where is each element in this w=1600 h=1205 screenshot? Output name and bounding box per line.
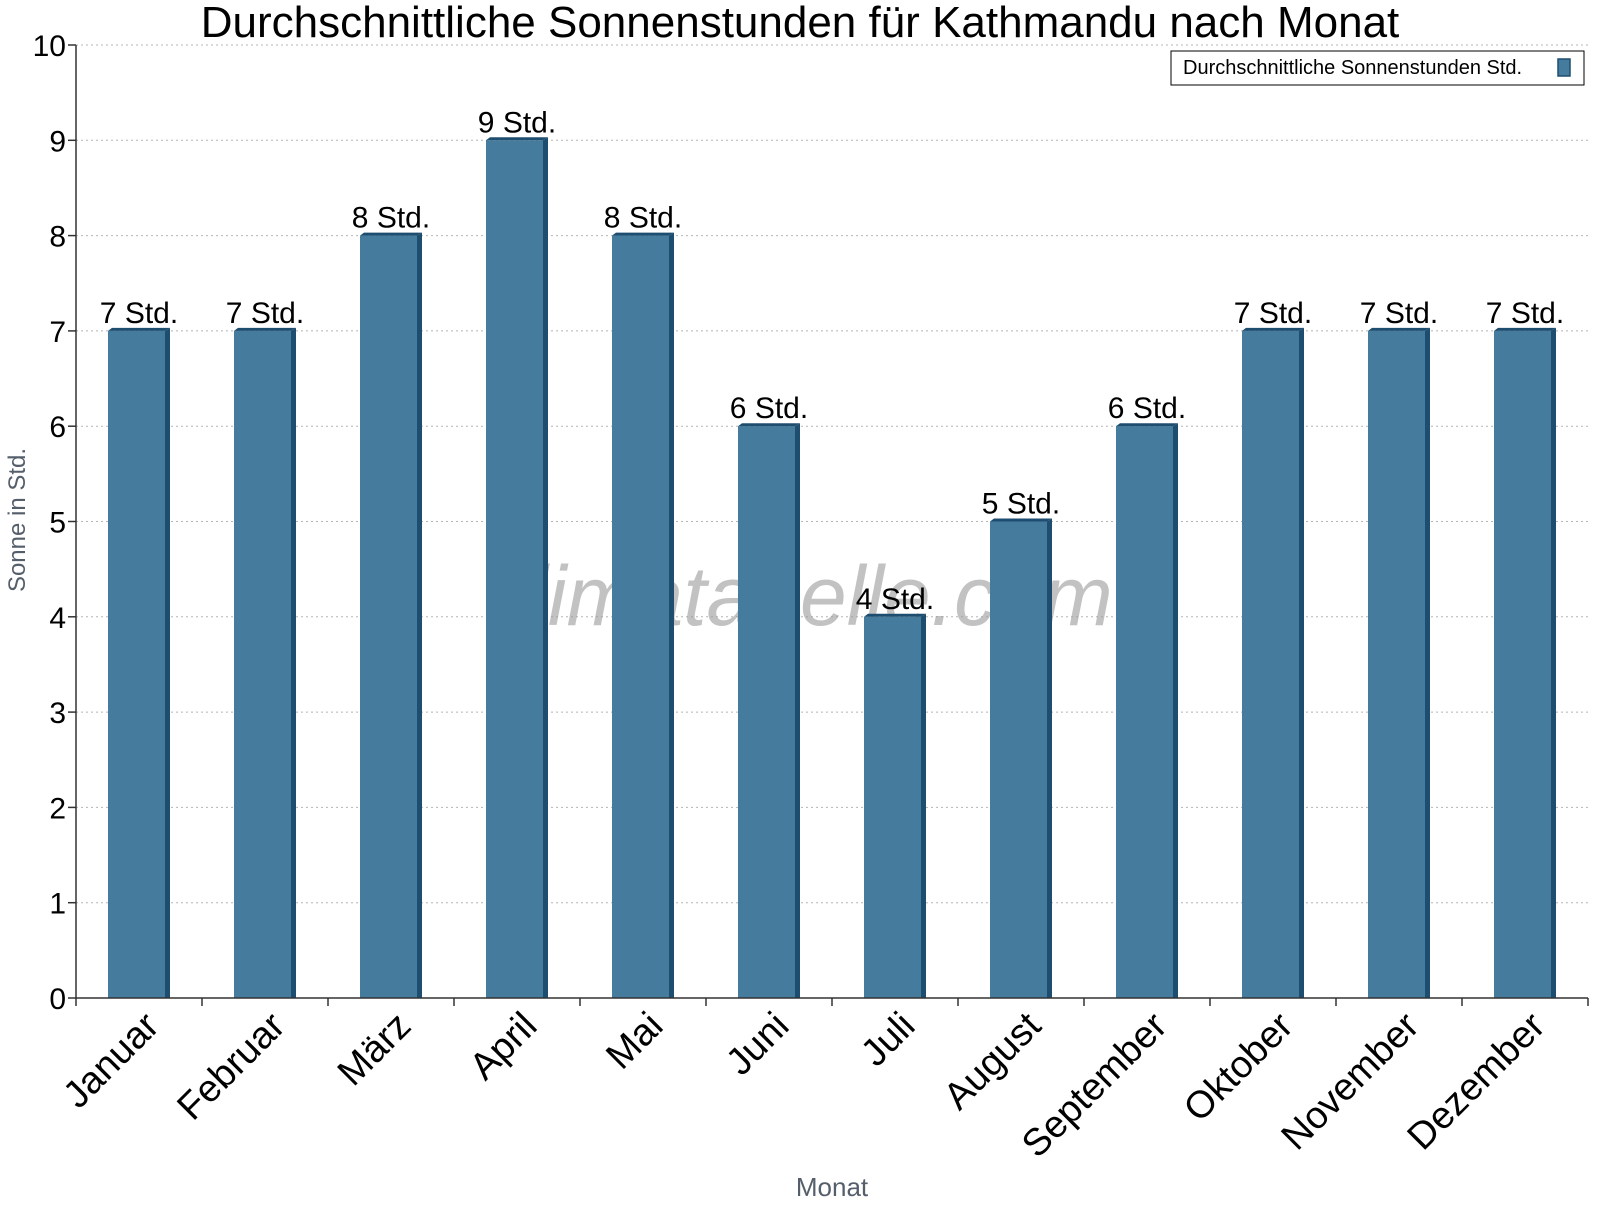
y-tick-label: 1 bbox=[49, 888, 66, 921]
bar-mai bbox=[612, 232, 674, 999]
bar-face bbox=[738, 426, 795, 998]
bar-side bbox=[1299, 327, 1304, 998]
bar-juli bbox=[864, 613, 926, 998]
grid-lines bbox=[76, 44, 1588, 904]
x-tick-label: Juni bbox=[718, 1005, 797, 1084]
bar-value-label: 8 Std. bbox=[604, 202, 682, 235]
y-tick-label: 2 bbox=[49, 792, 66, 825]
x-tick-label: Mai bbox=[598, 1005, 671, 1078]
bar-dezember bbox=[1494, 327, 1556, 998]
bar-top bbox=[360, 232, 422, 236]
bar-top bbox=[1116, 423, 1178, 427]
bar-side bbox=[291, 327, 296, 998]
bar-face bbox=[1368, 330, 1425, 998]
bar-januar bbox=[108, 327, 170, 998]
x-tick-label: Dezember bbox=[1400, 1004, 1554, 1158]
bar-face bbox=[486, 140, 543, 999]
y-tick-label: 6 bbox=[49, 411, 66, 444]
bar-top bbox=[486, 137, 548, 141]
legend: Durchschnittliche Sonnenstunden Std. bbox=[1170, 50, 1585, 86]
bar-face bbox=[108, 330, 165, 998]
x-tick-label: Juli bbox=[853, 1005, 923, 1075]
bar-top bbox=[738, 423, 800, 427]
x-tick-label: Januar bbox=[55, 1004, 167, 1116]
y-tick-label: 10 bbox=[33, 30, 66, 63]
bar-value-label: 9 Std. bbox=[478, 106, 556, 139]
bar-september bbox=[1116, 423, 1178, 998]
bar-juni bbox=[738, 423, 800, 998]
y-axis-label: Sonne in Std. bbox=[4, 448, 31, 592]
bar-top bbox=[108, 327, 170, 331]
bar-side bbox=[795, 423, 800, 998]
bar-märz bbox=[360, 232, 422, 999]
bar-value-label: 5 Std. bbox=[982, 488, 1060, 521]
legend-label: Durchschnittliche Sonnenstunden Std. bbox=[1183, 57, 1522, 79]
bar-november bbox=[1368, 327, 1430, 998]
y-tick-label: 4 bbox=[49, 602, 66, 635]
bar-side bbox=[1047, 518, 1052, 998]
bar-face bbox=[1494, 330, 1551, 998]
bar-februar bbox=[234, 327, 296, 998]
bars bbox=[108, 137, 1556, 999]
bar-value-label: 7 Std. bbox=[100, 297, 178, 330]
bar-side bbox=[1551, 327, 1556, 998]
bar-face bbox=[360, 235, 417, 999]
bar-value-label: 7 Std. bbox=[226, 297, 304, 330]
bar-top bbox=[612, 232, 674, 236]
bar-side bbox=[543, 137, 548, 999]
bar-side bbox=[669, 232, 674, 999]
bar-face bbox=[864, 616, 921, 998]
y-tick-label: 7 bbox=[49, 316, 66, 349]
bar-side bbox=[417, 232, 422, 999]
bar-side bbox=[1425, 327, 1430, 998]
y-ticks: 0 1 2 3 4 5 6 7 8 9 10 bbox=[33, 30, 76, 1016]
legend-box bbox=[1170, 50, 1585, 86]
bar-value-label: 4 Std. bbox=[856, 583, 934, 616]
bar-face bbox=[990, 521, 1047, 998]
x-tick-label: Februar bbox=[170, 1004, 294, 1128]
x-axis-label: Monat bbox=[796, 1172, 869, 1200]
bar-top bbox=[1368, 327, 1430, 331]
bar-value-label: 8 Std. bbox=[352, 202, 430, 235]
y-tick-label: 9 bbox=[49, 125, 66, 158]
bar-top bbox=[990, 518, 1052, 522]
bar-april bbox=[486, 137, 548, 999]
bar-top bbox=[234, 327, 296, 331]
bar-face bbox=[1116, 426, 1173, 998]
bar-face bbox=[1242, 330, 1299, 998]
bar-top bbox=[1494, 327, 1556, 331]
legend-swatch bbox=[1557, 58, 1571, 77]
y-tick-label: 0 bbox=[49, 983, 66, 1016]
bar-top bbox=[864, 613, 926, 617]
bar-side bbox=[1173, 423, 1178, 998]
value-labels: 7 Std. 7 Std. 8 Std. 9 Std. 8 Std. 6 Std. 4 St… bbox=[100, 106, 1564, 616]
bar-value-label: 6 Std. bbox=[1108, 392, 1186, 425]
x-tick-label: April bbox=[462, 1005, 545, 1088]
x-tick-label: November bbox=[1274, 1004, 1428, 1158]
chart-title: Durchschnittliche Sonnenstunden für Kath… bbox=[201, 0, 1400, 47]
x-tick-label: Oktober bbox=[1176, 1004, 1302, 1130]
x-tick-label: März bbox=[330, 1005, 419, 1094]
bar-face bbox=[612, 235, 669, 999]
bar-side bbox=[921, 613, 926, 998]
bar-value-label: 7 Std. bbox=[1360, 297, 1438, 330]
bar-side bbox=[165, 327, 170, 998]
y-tick-label: 3 bbox=[49, 697, 66, 730]
bar-oktober bbox=[1242, 327, 1304, 998]
bar-face bbox=[234, 330, 291, 998]
x-ticks: Januar Februar März April Mai Juni Juli AugustS… bbox=[55, 998, 1589, 1166]
bar-top bbox=[1242, 327, 1304, 331]
x-tick-label: August bbox=[936, 1004, 1050, 1118]
bar-value-label: 6 Std. bbox=[730, 392, 808, 425]
bar-august bbox=[990, 518, 1052, 998]
y-tick-label: 5 bbox=[49, 507, 66, 540]
bar-value-label: 7 Std. bbox=[1234, 297, 1312, 330]
bar-value-label: 7 Std. bbox=[1486, 297, 1564, 330]
y-tick-label: 8 bbox=[49, 221, 66, 254]
